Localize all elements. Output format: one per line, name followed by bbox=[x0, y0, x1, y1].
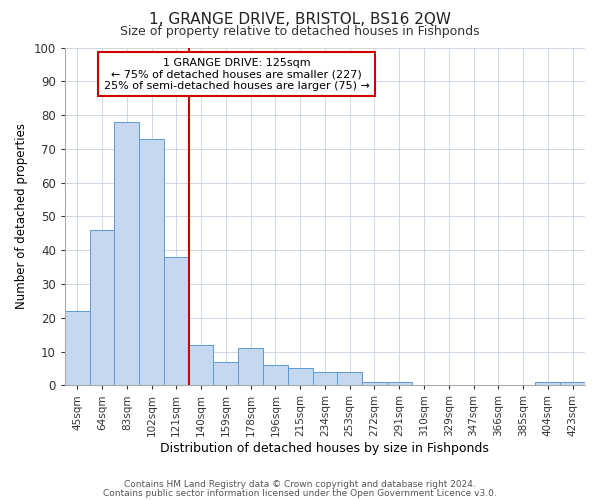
Bar bbox=[535, 382, 560, 386]
Text: Size of property relative to detached houses in Fishponds: Size of property relative to detached ho… bbox=[120, 25, 480, 38]
Text: 1 GRANGE DRIVE: 125sqm
← 75% of detached houses are smaller (227)
25% of semi-de: 1 GRANGE DRIVE: 125sqm ← 75% of detached… bbox=[104, 58, 370, 91]
Text: 1, GRANGE DRIVE, BRISTOL, BS16 2QW: 1, GRANGE DRIVE, BRISTOL, BS16 2QW bbox=[149, 12, 451, 28]
Bar bbox=[560, 382, 585, 386]
Bar bbox=[115, 122, 139, 386]
Bar bbox=[263, 365, 288, 386]
Bar bbox=[164, 257, 188, 386]
Bar bbox=[313, 372, 337, 386]
Bar bbox=[288, 368, 313, 386]
Bar bbox=[188, 345, 214, 386]
Bar bbox=[337, 372, 362, 386]
Bar bbox=[238, 348, 263, 386]
Bar bbox=[214, 362, 238, 386]
Bar bbox=[139, 138, 164, 386]
Text: Contains public sector information licensed under the Open Government Licence v3: Contains public sector information licen… bbox=[103, 488, 497, 498]
Bar bbox=[89, 230, 115, 386]
Bar bbox=[65, 311, 89, 386]
Y-axis label: Number of detached properties: Number of detached properties bbox=[15, 124, 28, 310]
X-axis label: Distribution of detached houses by size in Fishponds: Distribution of detached houses by size … bbox=[160, 442, 490, 455]
Bar bbox=[362, 382, 387, 386]
Text: Contains HM Land Registry data © Crown copyright and database right 2024.: Contains HM Land Registry data © Crown c… bbox=[124, 480, 476, 489]
Bar bbox=[387, 382, 412, 386]
